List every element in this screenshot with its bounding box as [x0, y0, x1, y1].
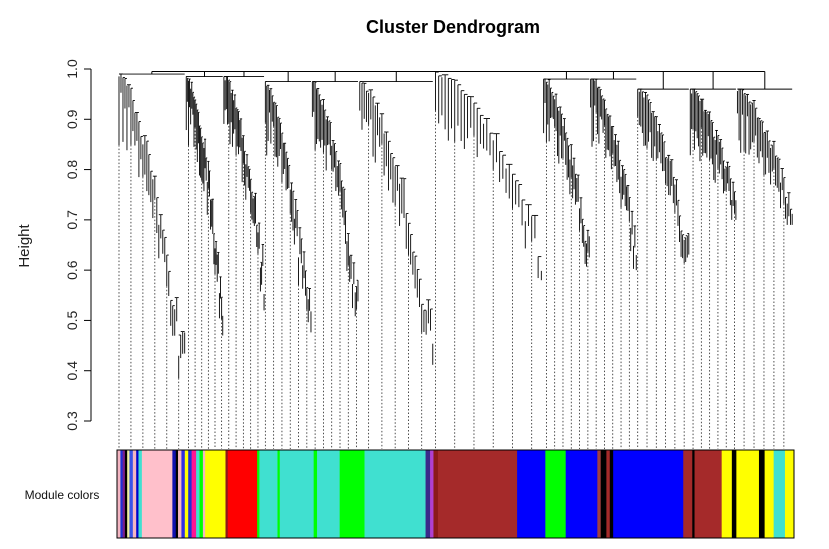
y-tick-label: 1.0 [64, 59, 80, 79]
y-tick-label: 0.7 [64, 210, 80, 230]
y-tick-label: 0.6 [64, 260, 80, 280]
module-color-segment [433, 450, 438, 538]
module-color-segment [280, 450, 314, 538]
module-color-segment [340, 450, 365, 538]
module-color-segment [178, 450, 182, 538]
module-color-segment [610, 450, 614, 538]
module-color-segment [200, 450, 204, 538]
module-color-segment [228, 450, 258, 538]
module-color-segment [601, 450, 607, 538]
module-color-segment [172, 450, 176, 538]
y-axis: 0.3 0.4 0.5 0.6 0.7 0.8 0.9 1.0 [64, 59, 91, 431]
module-color-segment [438, 450, 518, 538]
module-color-segment [426, 450, 431, 538]
module-color-segment [606, 450, 610, 538]
module-color-segment [185, 450, 189, 538]
module-color-segment [430, 450, 434, 538]
y-tick-label: 0.4 [64, 361, 80, 381]
y-tick-label: 0.9 [64, 109, 80, 129]
module-color-segment [613, 450, 683, 538]
module-color-segment [314, 450, 318, 538]
module-color-segment [545, 450, 566, 538]
module-color-segment [765, 450, 774, 538]
module-color-segment [259, 450, 277, 538]
y-tick-label: 0.8 [64, 160, 80, 180]
module-color-segment [317, 450, 340, 538]
module-color-segment [133, 450, 137, 538]
module-color-segment [138, 450, 142, 538]
module-color-segment [785, 450, 794, 538]
chart-title: Cluster Dendrogram [366, 17, 540, 37]
module-color-segment [732, 450, 737, 538]
module-color-segment [205, 450, 226, 538]
module-colors-label: Module colors [25, 488, 100, 502]
leaf-guide-lines [119, 111, 784, 449]
module-color-segment [774, 450, 786, 538]
module-color-segment [517, 450, 546, 538]
module-color-segment [142, 450, 173, 538]
module-color-segment [722, 450, 733, 538]
module-color-segment [192, 450, 197, 538]
module-color-segment [196, 450, 200, 538]
y-tick-label: 0.3 [64, 411, 80, 431]
module-color-segment [597, 450, 601, 538]
module-color-segment [188, 450, 192, 538]
module-color-segment [566, 450, 598, 538]
module-color-segment [695, 450, 723, 538]
module-color-segment [759, 450, 765, 538]
module-color-segment [129, 450, 133, 538]
y-tick-label: 0.5 [64, 310, 80, 330]
module-color-segment [117, 450, 121, 538]
dendrogram-tree [119, 72, 792, 379]
module-color-segment [736, 450, 759, 538]
module-color-segment [683, 450, 692, 538]
module-color-segment [365, 450, 426, 538]
module-colors-strip [117, 450, 794, 538]
y-axis-label: Height [16, 223, 33, 267]
module-color-segment [181, 450, 185, 538]
